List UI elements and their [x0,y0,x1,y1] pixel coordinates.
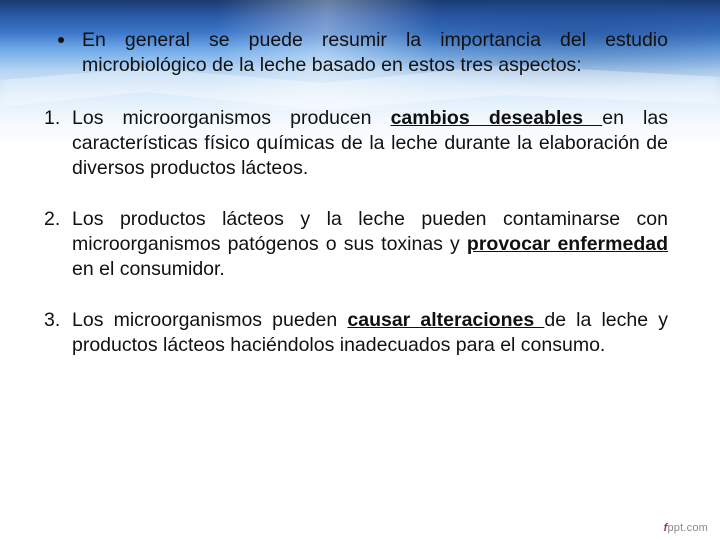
item-text: Los microorganismos producen cambios des… [72,106,668,181]
list-item: 1. Los microorganismos producen cambios … [52,106,668,181]
list-item: 2. Los productos lácteos y la leche pued… [52,207,668,282]
intro-text: En general se puede resumir la importanc… [82,28,668,78]
item-number: 2. [44,207,68,282]
list-item: 3. Los microorganismos pueden causar alt… [52,308,668,358]
item-pre: Los microorganismos producen [72,107,391,129]
footer-logo: fppt.com [664,522,708,534]
footer-brand-2: ppt.com [667,522,708,534]
item-emphasis: causar alteraciones [347,309,544,331]
bullet-icon [58,37,64,43]
item-number: 1. [44,106,68,181]
slide-content: En general se puede resumir la importanc… [0,0,720,540]
item-emphasis: cambios deseables [391,107,603,129]
item-text: Los productos lácteos y la leche pueden … [72,207,668,282]
item-emphasis: provocar enfermedad [467,233,668,255]
item-number: 3. [44,308,68,358]
intro-bullet: En general se puede resumir la importanc… [52,28,668,78]
item-post: en el consumidor. [72,258,225,280]
item-text: Los microorganismos pueden causar altera… [72,308,668,358]
item-pre: Los microorganismos pueden [72,309,347,331]
